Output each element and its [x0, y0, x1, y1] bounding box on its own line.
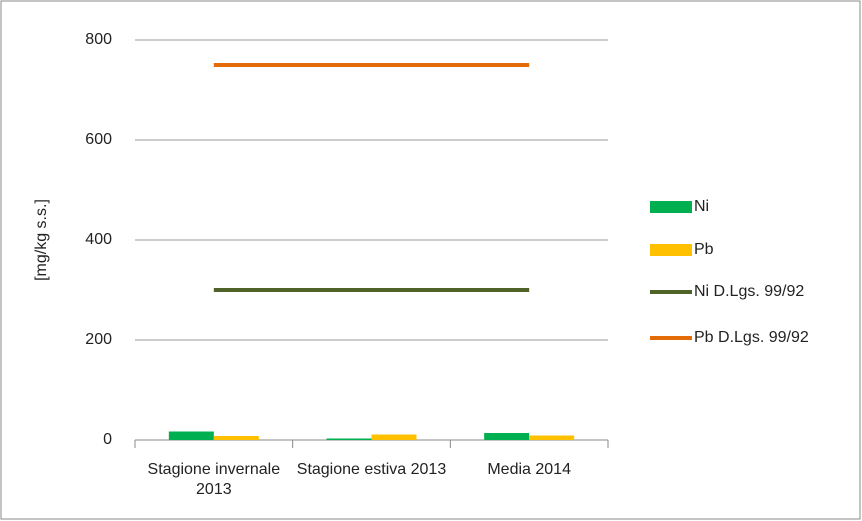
legend-label: Ni D.Lgs. 99/92 — [694, 283, 804, 300]
legend-swatch — [650, 201, 692, 213]
y-tick-label: 200 — [85, 331, 112, 348]
y-axis-label: [mg/kg s.s.] — [33, 199, 50, 281]
y-tick-label: 800 — [85, 31, 112, 48]
x-tick-label: Media 2014 — [487, 461, 571, 478]
y-tick-label: 600 — [85, 131, 112, 148]
bar — [371, 434, 417, 440]
y-tick-label: 400 — [85, 231, 112, 248]
y-tick-label: 0 — [103, 431, 112, 448]
legend-label: Pb D.Lgs. 99/92 — [694, 329, 809, 346]
legend-swatch — [650, 244, 692, 256]
bar — [484, 433, 530, 440]
bar — [213, 436, 259, 440]
bar — [326, 438, 372, 440]
legend-label: Ni — [694, 198, 709, 215]
bar — [529, 435, 575, 440]
bar — [168, 431, 214, 440]
x-tick-label: Stagione invernale 2013 — [147, 461, 281, 498]
legend-label: Pb — [694, 241, 714, 258]
x-tick-label: Stagione estiva 2013 — [296, 461, 447, 478]
